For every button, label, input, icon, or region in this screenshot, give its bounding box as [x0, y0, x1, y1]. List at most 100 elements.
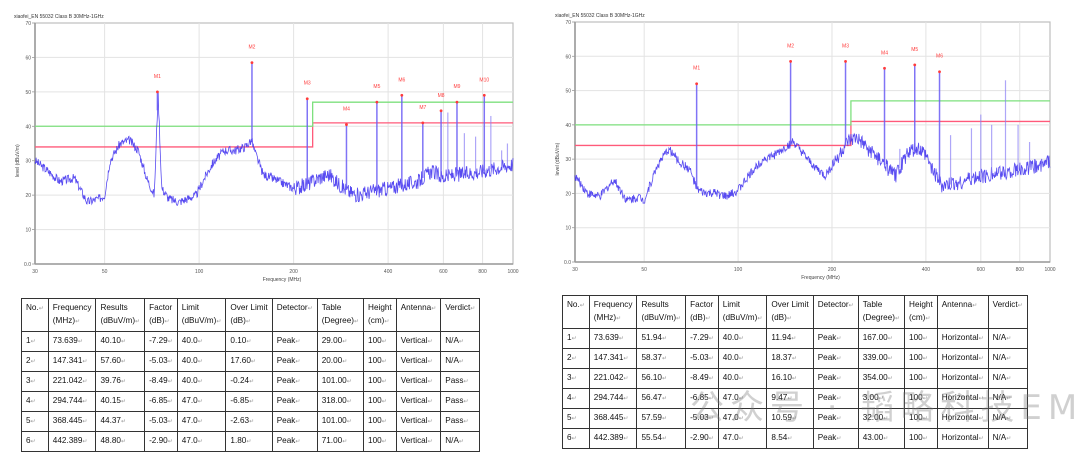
column-header: Results (dBuV/m)↵	[636, 295, 687, 329]
table-cell: 47.0↵	[176, 431, 227, 452]
y-axis-label: level (dBuV/m)	[555, 142, 561, 175]
x-tick-label: 600	[439, 269, 448, 275]
table-cell: 3↵	[562, 368, 590, 389]
table-cell: 2↵	[562, 348, 590, 369]
marker-dot[interactable]	[938, 70, 941, 74]
y-tick-label: 0.0	[24, 262, 31, 268]
marker-dot[interactable]	[250, 61, 254, 64]
marker-dot[interactable]	[421, 121, 425, 125]
marker-dot[interactable]	[883, 66, 886, 70]
table-cell: 100↵	[363, 371, 397, 392]
marker-label: M3	[842, 43, 849, 49]
marker-dot[interactable]	[455, 100, 459, 104]
marker-label: M5	[911, 47, 918, 53]
x-tick-label: 800	[478, 269, 487, 275]
table-cell: 40.0↵	[176, 331, 227, 352]
table-row: 2↵ 147.341↵ 58.37↵ -5.03↵ 40.0↵ 18.37↵ Peak↵ 33…	[562, 348, 1028, 369]
marker-label: M6	[936, 54, 943, 60]
table-cell: N/A↵	[440, 331, 481, 352]
x-tick-label: 100	[195, 269, 204, 275]
column-header: Antenna↵	[395, 298, 442, 332]
table-cell: 73.639↵	[588, 328, 638, 349]
marker-label: M2	[787, 43, 794, 49]
table-cell: 40.15↵	[95, 391, 146, 412]
marker-dot[interactable]	[345, 123, 348, 126]
table-row: 5↵ 368.445↵ 57.59↵ -5.03↵ 47.0↵ 10.59↵ Peak↵ 32…	[562, 408, 1028, 429]
x-tick-label: 30	[32, 269, 38, 275]
x-axis-label: Frequency (MHz)	[263, 277, 302, 283]
column-header: Verdict↵	[440, 298, 481, 332]
table-cell: N/A↵	[440, 351, 481, 372]
marker-dot[interactable]	[695, 82, 699, 86]
table-row: 4↵ 294.744↵ 40.15↵ -6.85↵ 47.0↵ -6.85↵ Peak↵ 31…	[21, 391, 481, 412]
marker-dot[interactable]	[844, 60, 847, 63]
table-cell: 4↵	[21, 391, 49, 412]
table-cell: 294.744↵	[588, 388, 638, 409]
table-cell: N/A↵	[987, 328, 1028, 349]
y-tick-label: 20	[565, 191, 571, 197]
column-header: Over Limit (dB)↵	[225, 298, 273, 332]
table-cell: 58.37↵	[636, 348, 687, 369]
marker-dot[interactable]	[439, 109, 443, 113]
table-cell: 11.94↵	[766, 328, 814, 349]
table-cell: 51.94↵	[636, 328, 687, 349]
column-header: Frequency (MHz)↵	[47, 298, 97, 332]
column-header: Table (Degree)↵	[857, 295, 906, 329]
results-table-vertical: No.↵ Frequency (MHz)↵ Results (dBuV/m)↵ Fact…	[21, 298, 481, 452]
column-header: Factor (dB)↵	[144, 298, 178, 332]
y-tick-label: 10	[25, 228, 31, 234]
table-cell: Vertical↵	[395, 351, 442, 372]
y-axis-label: level (dBuV/m)	[15, 144, 21, 177]
table-cell: -7.29↵	[685, 328, 719, 349]
x-tick-label: 100	[734, 267, 743, 273]
marker-dot[interactable]	[305, 97, 309, 101]
marker-label: M4	[343, 107, 350, 113]
table-cell: -5.03↵	[144, 411, 178, 432]
column-header: No.↵	[562, 295, 590, 329]
marker-label: M5	[373, 84, 380, 90]
chart-title: xiaofei_EN 55032 Class B 30MHz-1GHz	[555, 13, 645, 19]
table-cell: Peak↵	[271, 351, 318, 372]
limit-line	[35, 101, 513, 127]
column-header: No.↵	[21, 298, 49, 332]
table-cell: 4↵	[562, 388, 590, 409]
x-tick-label: 200	[828, 267, 837, 273]
limit-line	[575, 100, 1050, 126]
table-cell: 57.60↵	[95, 351, 146, 372]
y-tick-label: 10	[565, 226, 571, 232]
x-tick-label: 800	[1016, 267, 1025, 273]
table-row: 3↵ 221.042↵ 39.76↵ -8.49↵ 40.0↵ -0.24↵ Peak↵ 10…	[21, 371, 481, 392]
marker-dot[interactable]	[400, 93, 404, 97]
x-tick-label: 200	[289, 269, 298, 275]
x-tick-label: 400	[384, 269, 393, 275]
column-header: Height (cm)↵	[904, 295, 938, 329]
table-row: 1↵ 73.639↵ 40.10↵ -7.29↵ 40.0↵ 0.10↵ Peak↵ 29.0…	[21, 331, 481, 352]
table-cell: 294.744↵	[47, 391, 97, 412]
column-header: Antenna↵	[936, 295, 989, 329]
marker-dot[interactable]	[789, 60, 792, 63]
marker-dot[interactable]	[482, 93, 486, 97]
table-cell: 40.0↵	[717, 328, 768, 349]
table-cell: 0.10↵	[225, 331, 273, 352]
table-cell: -6.85↵	[144, 391, 178, 412]
table-cell: Peak↵	[271, 431, 318, 452]
marker-label: M7	[419, 105, 426, 111]
right-panel: xiaofei_EN 55032 Class B 30MHz-1GHz 30 50…	[540, 0, 1080, 449]
marker-dot[interactable]	[913, 63, 917, 67]
table-cell: 100↵	[904, 348, 938, 369]
table-cell: -0.24↵	[225, 371, 273, 392]
table-row: 6↵ 442.389↵ 48.80↵ -2.90↵ 47.0↵ 1.80↵ Peak↵ 71.…	[21, 431, 481, 452]
marker-label: M1	[154, 74, 161, 80]
table-cell: 44.37↵	[95, 411, 146, 432]
x-axis-label: Frequency (MHz)	[801, 275, 840, 281]
y-tick-label: 40	[25, 124, 31, 130]
column-header: Verdict↵	[987, 295, 1028, 329]
table-cell: 40.0↵	[717, 348, 768, 369]
marker-label: M6	[398, 77, 405, 83]
table-cell: 100↵	[363, 331, 397, 352]
marker-label: M10	[479, 77, 489, 83]
marker-label: M1	[693, 66, 700, 72]
marker-dot[interactable]	[156, 90, 159, 94]
marker-dot[interactable]	[375, 100, 379, 104]
table-cell: 442.389↵	[47, 431, 97, 452]
